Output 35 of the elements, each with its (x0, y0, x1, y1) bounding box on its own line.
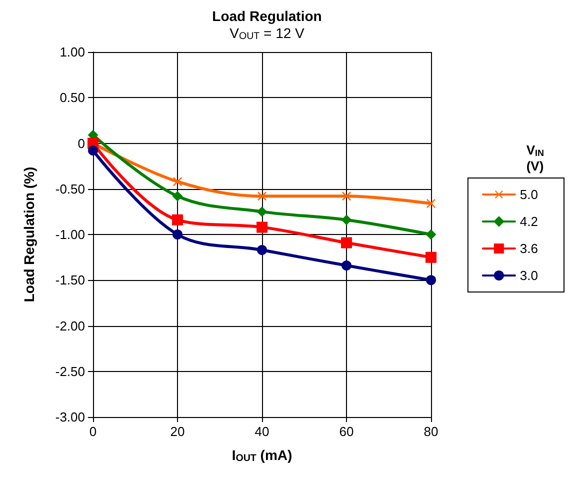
legend-label: 5.0 (520, 187, 538, 202)
legend-label: 4.2 (520, 214, 538, 229)
legend-label: 3.6 (520, 241, 538, 256)
point (88, 146, 98, 156)
y-tick-label: -3.00 (55, 410, 85, 424)
point (342, 260, 352, 271)
point (341, 237, 352, 248)
legend-label: 3.0 (520, 268, 538, 283)
y-tick-label: -0.50 (55, 181, 85, 196)
x-tick-label: 60 (339, 424, 354, 439)
y-tick-label: 0.50 (60, 90, 85, 106)
chart-title: Load Regulation (212, 8, 322, 24)
y-tick-label: 0 (78, 136, 85, 151)
point (426, 252, 436, 263)
x-tick-label: 0 (89, 424, 97, 439)
y-tick-label: 1.00 (60, 44, 85, 60)
y-tick-label: -1.50 (55, 272, 85, 288)
y-axis-title: Load Regulation (%) (21, 166, 37, 302)
point (257, 206, 267, 217)
point (257, 245, 267, 256)
point (256, 222, 268, 233)
point (172, 230, 182, 240)
y-tick-label: -1.00 (55, 227, 85, 242)
point (258, 192, 266, 201)
x-tick-label: 40 (254, 424, 270, 439)
y-tick-label: -2.50 (55, 364, 85, 379)
point (426, 230, 436, 240)
point (172, 191, 182, 202)
x-tick-label: 20 (170, 424, 185, 439)
y-tick-label: -2.00 (55, 318, 85, 334)
point (426, 275, 436, 286)
point (172, 214, 183, 226)
point (342, 214, 352, 225)
x-tick-label: 80 (424, 424, 438, 439)
point (342, 192, 351, 201)
